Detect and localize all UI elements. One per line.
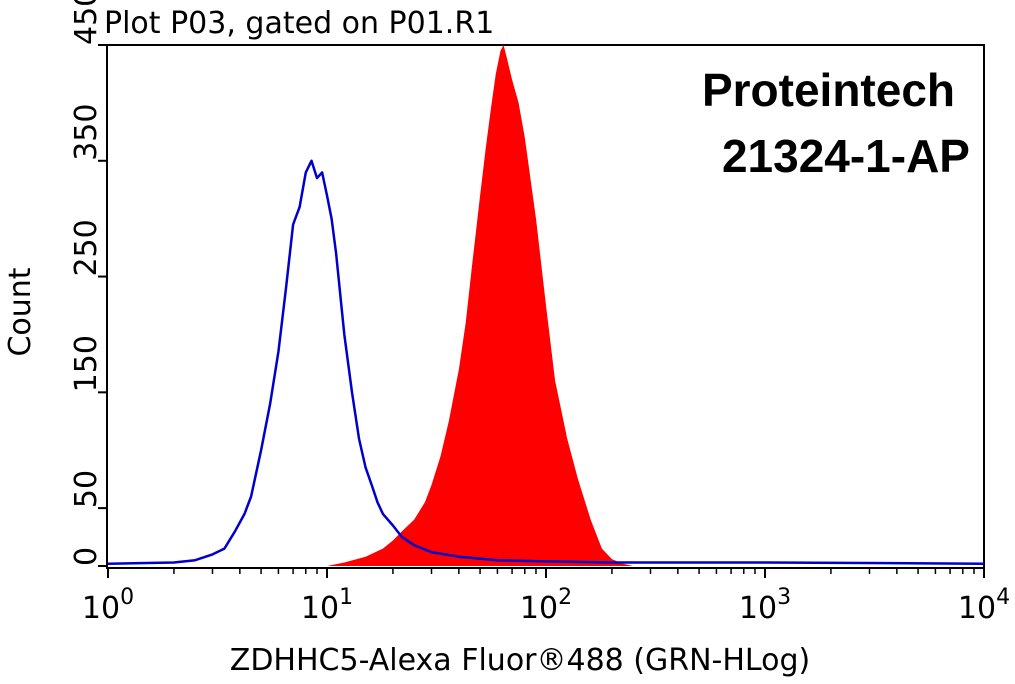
x-tick-label: 104 — [958, 585, 1010, 626]
y-tick-label: 250 — [69, 219, 104, 276]
y-tick-label: 0 — [69, 547, 104, 566]
y-tick-label: 150 — [69, 335, 104, 392]
catalog-annotation: 21324-1-AP — [722, 130, 970, 182]
y-tick-label: 450 — [69, 0, 104, 45]
brand-annotation: Proteintech — [702, 64, 955, 116]
x-tick-label: 101 — [301, 585, 353, 626]
y-axis-ticks: 0 50 150 250 350 450 — [69, 0, 107, 567]
y-tick-label: 350 — [69, 104, 104, 161]
x-tick-label: 103 — [739, 585, 791, 626]
plot-title: Plot P03, gated on P01.R1 — [104, 6, 494, 41]
x-axis-label: ZDHHC5-Alexa Fluor®488 (GRN-HLog) — [230, 643, 810, 678]
x-tick-label: 100 — [82, 585, 134, 626]
series-1-area — [108, 45, 984, 566]
y-tick-label: 50 — [69, 470, 104, 508]
x-tick-label: 102 — [520, 585, 572, 626]
y-axis-label: Count — [3, 267, 38, 356]
series-2-line — [107, 159, 985, 565]
x-axis-ticks: 100 101 102 103 104 — [82, 567, 1010, 626]
series-layer — [107, 45, 985, 566]
